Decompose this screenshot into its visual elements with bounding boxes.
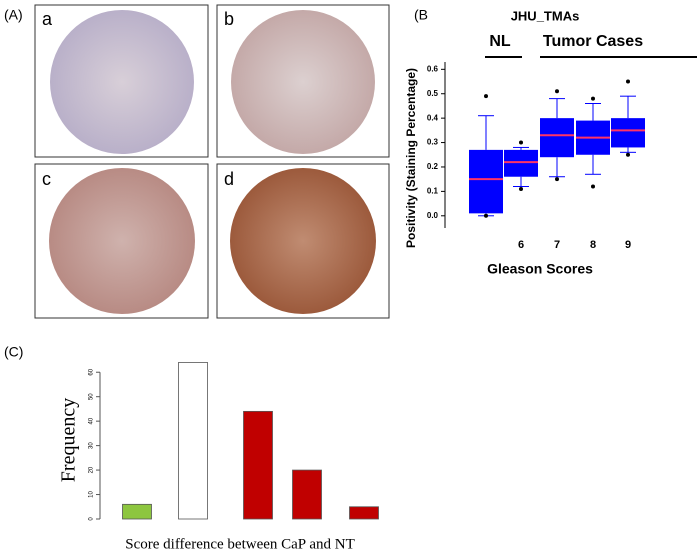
bar <box>243 410 273 520</box>
y-tick-label: 20 <box>89 466 95 473</box>
x-tick-label: 9 <box>625 239 631 251</box>
y-tick-label: 30 <box>89 442 95 449</box>
bar <box>122 503 152 520</box>
bar <box>292 469 322 520</box>
tissue-core <box>50 10 194 154</box>
x-axis-label: Score difference between CaP and NT <box>125 536 355 552</box>
outlier <box>519 186 523 191</box>
y-tick-label: 60 <box>89 368 95 375</box>
outlier <box>591 184 595 189</box>
x-tick-label: 8 <box>590 239 596 251</box>
y-tick-label: 0.6 <box>427 64 439 73</box>
tissue-label: a <box>42 9 53 29</box>
outlier <box>626 152 630 157</box>
bar <box>178 362 208 520</box>
outlier <box>555 177 559 182</box>
x-tick-label: 6 <box>518 239 524 251</box>
outlier <box>519 140 523 145</box>
tissue-core <box>231 10 375 154</box>
group-label: Tumor Cases <box>543 33 643 50</box>
box <box>540 118 574 158</box>
chart-title: JHU_TMAs <box>511 8 580 23</box>
tissue-images <box>34 4 390 319</box>
tissue-core <box>230 168 376 314</box>
y-tick-label: 10 <box>89 491 95 498</box>
group-label: NL <box>489 33 511 50</box>
y-tick-label: 50 <box>89 393 95 400</box>
outlier <box>591 96 595 101</box>
y-tick-label: 0.5 <box>427 89 439 98</box>
y-tick-label: 0.4 <box>427 113 439 122</box>
box <box>469 149 503 214</box>
y-axis-label: Positivity (Staining Percentage) <box>404 68 418 248</box>
outlier <box>484 94 488 99</box>
tissue-label: b <box>224 9 234 29</box>
outlier <box>484 213 488 218</box>
panel-label: (B <box>414 7 428 23</box>
y-tick-label: 0.1 <box>427 186 439 195</box>
y-tick-label: 40 <box>89 417 95 424</box>
tissue-core <box>49 168 195 314</box>
outlier <box>555 89 559 94</box>
outlier <box>626 79 630 84</box>
box <box>504 149 538 177</box>
box <box>611 118 645 148</box>
y-axis-label: Frequency <box>58 398 80 482</box>
panel-label: (C) <box>4 344 23 360</box>
bar <box>349 506 379 520</box>
x-axis-label: Gleason Scores <box>487 261 593 277</box>
y-tick-label: 0.0 <box>427 211 439 220</box>
tissue-label: c <box>42 169 51 189</box>
x-tick-label: 7 <box>554 239 560 251</box>
y-tick-label: 0.3 <box>427 138 439 147</box>
y-tick-label: 0 <box>89 517 95 521</box>
y-tick-label: 0.2 <box>427 162 439 171</box>
tissue-label: d <box>224 169 234 189</box>
panel-label: (A) <box>4 7 23 23</box>
